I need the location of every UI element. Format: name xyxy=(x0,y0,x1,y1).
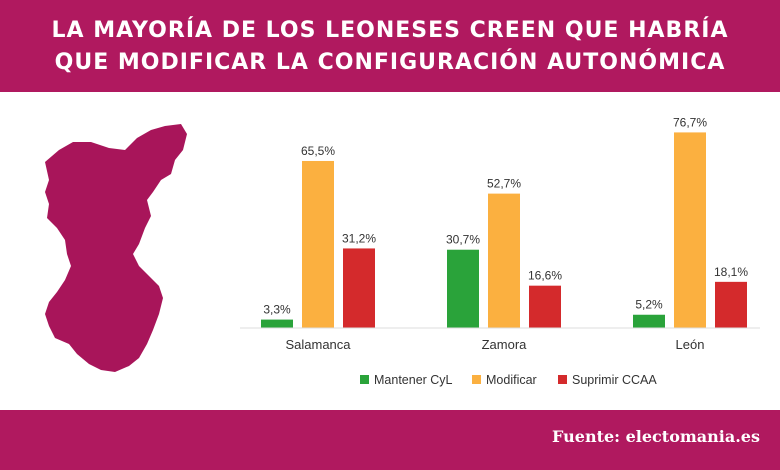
value-label: 5,2% xyxy=(635,298,663,312)
bar-len-0 xyxy=(633,314,665,328)
footer-banner: Fuente: electomania.es xyxy=(0,410,780,470)
source-credit: Fuente: electomania.es xyxy=(552,427,760,446)
value-label: 31,2% xyxy=(342,231,376,245)
legend-swatch xyxy=(558,375,567,384)
bar-zamora-2 xyxy=(529,285,561,328)
bars-layer xyxy=(240,132,760,329)
value-label: 76,7% xyxy=(673,115,707,129)
title-line-2: QUE MODIFICAR LA CONFIGURACIÓN AUTONÓMIC… xyxy=(54,50,726,75)
category-labels-layer: Salamanca Zamora León xyxy=(285,337,704,352)
value-label: 3,3% xyxy=(263,303,291,317)
bar-zamora-0 xyxy=(447,249,479,328)
region-silhouette xyxy=(45,124,187,372)
bar-len-1 xyxy=(674,132,706,328)
value-labels-layer: 3,3% 65,5% 31,2% 30,7% 52,7% 16,6% 5,2% 76,7% 18… xyxy=(263,115,748,316)
leon-region-map xyxy=(45,124,187,372)
value-label: 18,1% xyxy=(714,265,748,279)
legend-swatch xyxy=(472,375,481,384)
bar-salamanca-2 xyxy=(343,248,375,328)
category-label: Salamanca xyxy=(285,337,351,352)
value-label: 65,5% xyxy=(301,144,335,158)
value-label: 16,6% xyxy=(528,269,562,283)
value-label: 52,7% xyxy=(487,177,521,191)
legend-label: Suprimir CCAA xyxy=(572,373,657,387)
bar-salamanca-1 xyxy=(302,160,334,328)
legend-swatch xyxy=(360,375,369,384)
legend-label: Modificar xyxy=(486,373,537,387)
bar-len-2 xyxy=(715,281,747,328)
value-label: 30,7% xyxy=(446,233,480,247)
bar-chart: 3,3% 65,5% 31,2% 30,7% 52,7% 16,6% 5,2% 76,7% 18… xyxy=(240,115,760,387)
title-line-1: LA MAYORÍA DE LOS LEONESES CREEN QUE HAB… xyxy=(51,18,729,43)
header-banner: LA MAYORÍA DE LOS LEONESES CREEN QUE HAB… xyxy=(0,0,780,92)
category-label: Zamora xyxy=(482,337,528,352)
legend-label: Mantener CyL xyxy=(374,373,453,387)
category-label: León xyxy=(676,337,705,352)
bar-salamanca-0 xyxy=(261,319,293,328)
legend: Mantener CyL Modificar Suprimir CCAA xyxy=(360,373,657,387)
bar-zamora-1 xyxy=(488,193,520,328)
